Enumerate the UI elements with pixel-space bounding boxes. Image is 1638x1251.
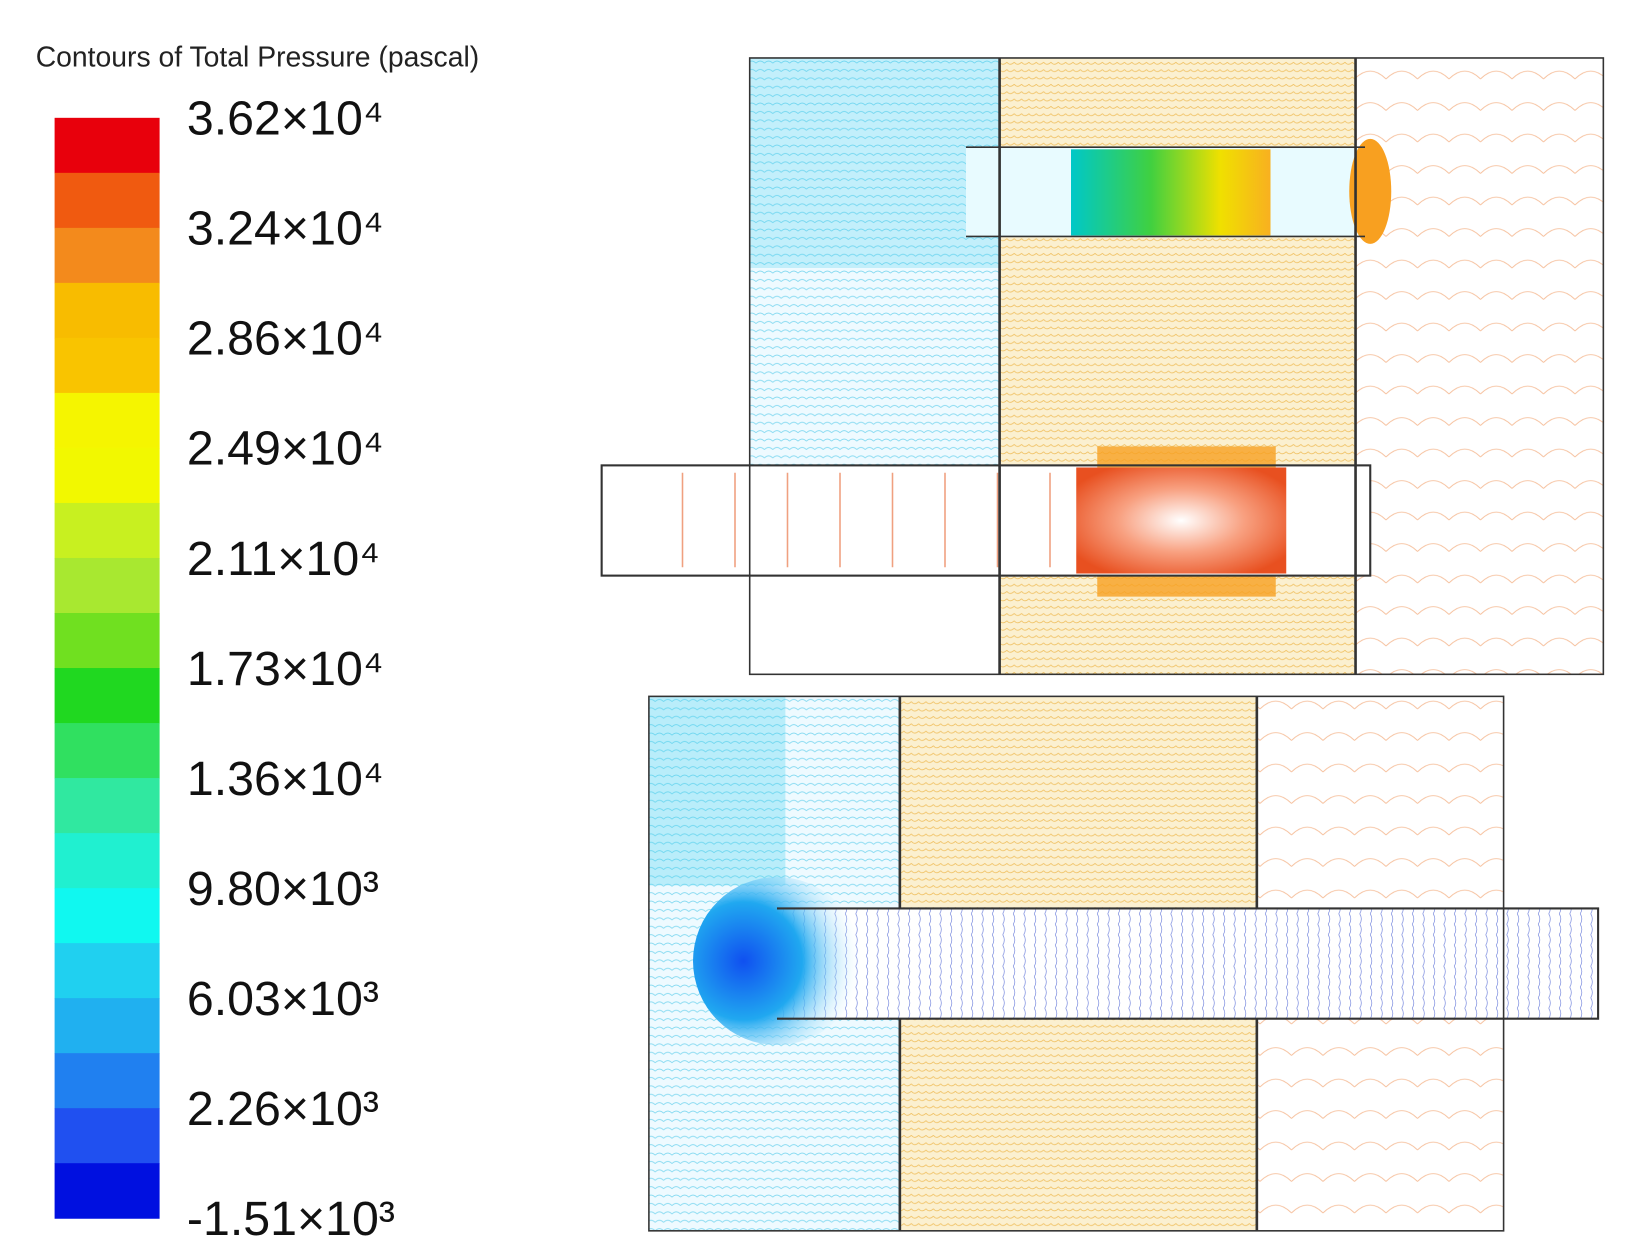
colorbar-label: 3.62×10⁴ [187,92,384,146]
colorbar-band [54,172,160,229]
colorbar-label: 2.26×10³ [187,1082,379,1136]
top-contour-panel [600,57,1605,676]
colorbar-band [54,1053,160,1109]
colorbar-band [54,502,160,559]
bottom-contour-panel [648,695,1600,1232]
colorbar-label: 6.03×10³ [187,972,379,1026]
colorbar-band [54,1108,160,1164]
colorbar-label: 1.73×10⁴ [187,642,384,696]
colorbar-band [54,613,160,669]
colorbar-labels: 3.62×10⁴ 3.24×10⁴ 2.86×10⁴ 2.49×10⁴ 2.11×10⁴… [187,92,395,1246]
legend-title: Contours of Total Pressure (pascal) [36,41,479,73]
colorbar-band [54,117,160,174]
colorbar-label: 1.36×10⁴ [187,752,384,806]
colorbar-band [54,337,160,394]
colorbar-label: 2.86×10⁴ [187,312,384,366]
colorbar-label: -1.51×10³ [187,1192,395,1246]
colorbar-band [54,392,160,449]
colorbar-band [54,282,160,339]
colorbar-label: 2.49×10⁴ [187,422,384,476]
colorbar-band [54,833,160,889]
colorbar [54,117,160,1219]
colorbar-band [54,888,160,944]
colorbar-band [54,227,160,284]
colorbar-label: 3.24×10⁴ [187,202,384,256]
colorbar-band [54,557,160,614]
colorbar-band [54,778,160,834]
colorbar-band [54,723,160,779]
colorbar-label: 2.11×10⁴ [187,532,380,586]
colorbar-band [54,998,160,1054]
colorbar-band [54,1163,160,1219]
colorbar-label: 9.80×10³ [187,862,379,916]
colorbar-band [54,447,160,504]
colorbar-band [54,668,160,724]
colorbar-band [54,943,160,999]
